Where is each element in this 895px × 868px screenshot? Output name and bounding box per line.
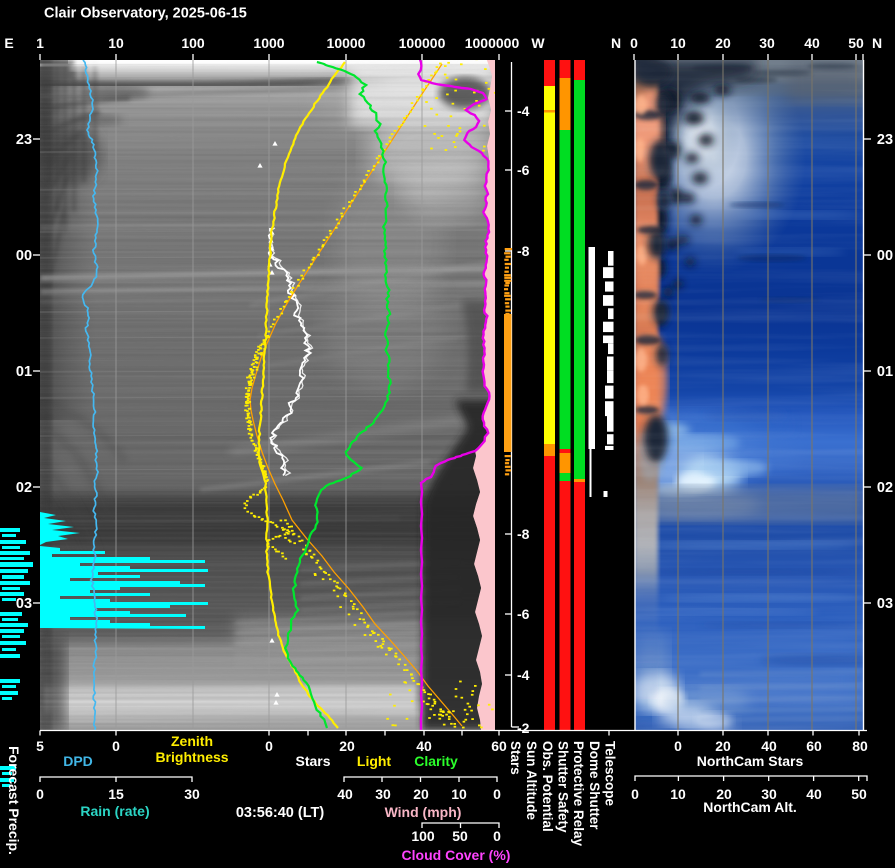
svg-text:-6: -6 [517,606,530,622]
svg-text:30: 30 [759,35,775,51]
svg-text:40: 40 [337,786,353,802]
svg-text:01: 01 [877,364,893,380]
svg-text:00: 00 [877,248,893,264]
svg-text:20: 20 [413,786,429,802]
svg-text:-4: -4 [517,667,530,683]
svg-text:10: 10 [108,35,124,51]
svg-text:100: 100 [181,35,205,51]
svg-text:0: 0 [630,35,638,51]
svg-text:10: 10 [451,786,467,802]
svg-text:03:56:40 (LT): 03:56:40 (LT) [236,805,325,821]
svg-text:40: 40 [761,738,777,754]
svg-text:N: N [611,35,621,51]
svg-text:Telescope: Telescope [603,741,618,807]
svg-text:03: 03 [877,596,893,612]
svg-text:0: 0 [36,786,44,802]
svg-text:Light: Light [357,753,392,769]
svg-text:80: 80 [852,738,868,754]
svg-text:0: 0 [631,786,639,802]
svg-text:50: 50 [851,786,867,802]
svg-text:0: 0 [265,738,273,754]
svg-text:Obs. Potential: Obs. Potential [540,741,555,832]
svg-text:20: 20 [715,35,731,51]
svg-text:-6: -6 [517,162,530,178]
svg-text:15: 15 [108,786,124,802]
svg-text:Shutter Safety: Shutter Safety [556,741,571,833]
svg-text:Stars: Stars [295,753,330,769]
svg-text:02: 02 [16,480,32,496]
svg-text:Clarity: Clarity [414,753,458,769]
svg-text:1000000: 1000000 [465,35,520,51]
svg-text:Rain (rate): Rain (rate) [80,803,149,819]
svg-text:23: 23 [16,132,32,148]
svg-text:0: 0 [493,786,501,802]
svg-text:Sun Altitude: Sun Altitude [524,741,539,820]
svg-text:Forecast Precip.: Forecast Precip. [6,746,22,855]
svg-text:23: 23 [877,132,893,148]
svg-text:60: 60 [491,738,507,754]
svg-text:20: 20 [715,738,731,754]
svg-text:10: 10 [670,35,686,51]
svg-text:30: 30 [184,786,200,802]
svg-text:40: 40 [804,35,820,51]
svg-text:0: 0 [674,738,682,754]
svg-text:N: N [872,35,882,51]
svg-text:50: 50 [452,828,468,844]
svg-text:30: 30 [761,786,777,802]
svg-text:100: 100 [411,828,435,844]
svg-text:1: 1 [36,35,44,51]
svg-text:30: 30 [375,786,391,802]
svg-text:20: 20 [339,738,355,754]
svg-text:00: 00 [16,248,32,264]
svg-text:1000: 1000 [253,35,284,51]
svg-text:-8: -8 [517,526,530,542]
svg-text:Protective Relay: Protective Relay [571,741,586,847]
svg-text:NorthCam Alt.: NorthCam Alt. [703,799,797,815]
svg-text:40: 40 [416,738,432,754]
svg-text:Zenith: Zenith [171,733,213,749]
svg-text:Dome Shutter: Dome Shutter [587,741,602,830]
svg-text:-2: -2 [517,720,530,736]
svg-text:60: 60 [806,738,822,754]
svg-text:5: 5 [36,738,44,754]
svg-text:NorthCam Stars: NorthCam Stars [697,753,804,769]
svg-text:Wind (mph): Wind (mph) [385,804,462,820]
svg-text:03: 03 [16,596,32,612]
svg-text:10: 10 [670,786,686,802]
svg-text:0: 0 [493,828,501,844]
svg-text:Cloud Cover (%): Cloud Cover (%) [402,847,511,863]
svg-text:-8: -8 [517,243,530,259]
svg-text:E: E [4,35,13,51]
svg-text:01: 01 [16,364,32,380]
svg-text:Brightness: Brightness [155,749,228,765]
svg-text:-4: -4 [517,103,530,119]
svg-text:Stars: Stars [508,741,523,775]
svg-text:Clair Observatory, 2025-06-15: Clair Observatory, 2025-06-15 [44,6,247,22]
svg-text:02: 02 [877,480,893,496]
svg-text:50: 50 [848,35,864,51]
svg-text:40: 40 [806,786,822,802]
svg-text:W: W [531,35,545,51]
svg-text:0: 0 [112,738,120,754]
svg-text:20: 20 [716,786,732,802]
svg-text:DPD: DPD [63,753,93,769]
svg-text:10000: 10000 [327,35,366,51]
svg-text:100000: 100000 [399,35,446,51]
